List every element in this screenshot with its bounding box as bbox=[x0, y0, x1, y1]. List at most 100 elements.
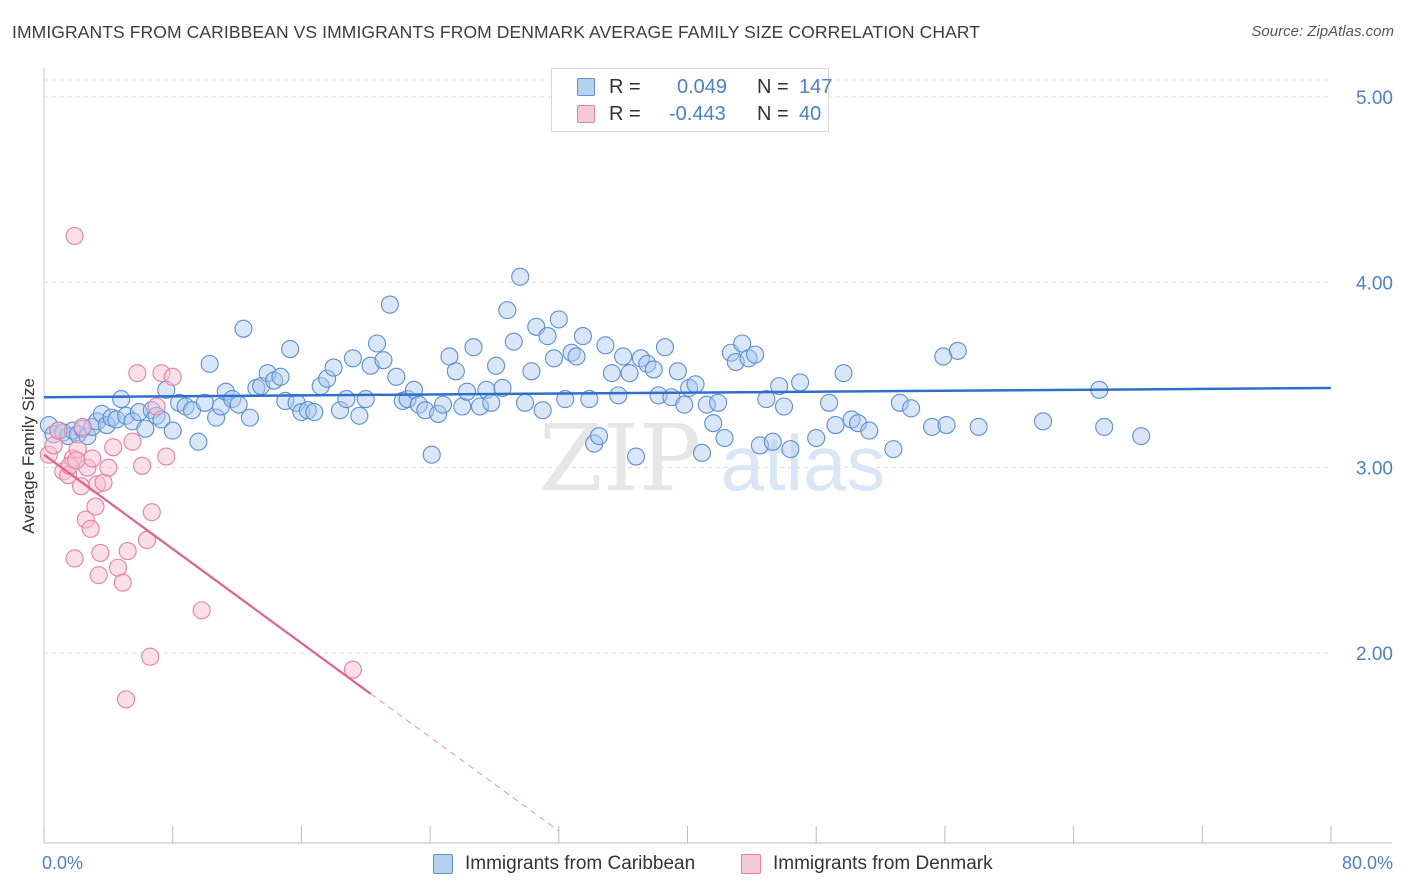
legend-n-label: N = bbox=[757, 103, 789, 125]
caribbean-point bbox=[644, 360, 663, 379]
denmark-point bbox=[89, 566, 108, 585]
source-credit: Source: ZipAtlas.com bbox=[1251, 23, 1394, 40]
caribbean-point bbox=[136, 419, 155, 438]
bottom-legend-swatch-caribbean bbox=[433, 854, 453, 874]
caribbean-point bbox=[969, 417, 988, 436]
denmark-point bbox=[118, 542, 137, 561]
denmark-trend-extension bbox=[370, 693, 560, 832]
caribbean-point bbox=[189, 432, 208, 451]
caribbean-point bbox=[715, 428, 734, 448]
caribbean-point bbox=[620, 364, 639, 383]
denmark-trend-line bbox=[43, 453, 372, 695]
denmark-point bbox=[81, 519, 100, 538]
caribbean-point bbox=[318, 369, 337, 388]
caribbean-point bbox=[538, 327, 557, 346]
denmark-point bbox=[99, 458, 118, 477]
caribbean-point bbox=[556, 390, 575, 409]
caribbean-point bbox=[549, 310, 568, 329]
caribbean-point bbox=[589, 427, 609, 446]
caribbean-point bbox=[387, 367, 406, 386]
caribbean-point bbox=[292, 403, 311, 422]
bottom-legend-label-denmark: Immigrants from Denmark bbox=[773, 853, 993, 874]
caribbean-point bbox=[464, 338, 483, 357]
caribbean-point bbox=[614, 347, 633, 366]
caribbean-point bbox=[330, 401, 350, 420]
denmark-point bbox=[147, 397, 166, 416]
denmark-point bbox=[71, 477, 91, 496]
x-tick-label: 80.0% bbox=[1342, 853, 1393, 873]
watermark-atlas: atlas bbox=[721, 419, 886, 507]
caribbean-point bbox=[884, 440, 903, 459]
caribbean-point bbox=[298, 401, 317, 420]
caribbean-point bbox=[458, 382, 477, 401]
caribbean-point bbox=[609, 386, 628, 405]
caribbean-point bbox=[374, 351, 393, 370]
caribbean-point bbox=[948, 341, 967, 360]
denmark-point bbox=[65, 549, 84, 568]
caribbean-point bbox=[902, 399, 921, 418]
caribbean-point bbox=[163, 421, 182, 440]
caribbean-point bbox=[281, 340, 300, 359]
caribbean-point bbox=[626, 447, 646, 466]
caribbean-point bbox=[697, 395, 716, 414]
caribbean-point bbox=[834, 364, 853, 383]
source-prefix: Source: bbox=[1251, 23, 1308, 40]
caribbean-point bbox=[305, 403, 324, 422]
caribbean-point bbox=[429, 404, 448, 423]
denmark-point bbox=[73, 417, 92, 436]
caribbean-point bbox=[271, 367, 290, 386]
caribbean-point bbox=[704, 414, 723, 433]
caribbean-point bbox=[343, 349, 362, 368]
caribbean-point bbox=[1033, 412, 1053, 431]
caribbean-point bbox=[544, 349, 564, 368]
caribbean-point bbox=[746, 345, 765, 364]
y-axis-label: Average Family Size bbox=[19, 378, 38, 534]
caribbean-point bbox=[356, 390, 375, 409]
caribbean-point bbox=[774, 397, 794, 416]
denmark-point bbox=[157, 447, 176, 466]
bottom-legend-caribbean: Immigrants from Caribbean bbox=[433, 852, 723, 876]
caribbean-point bbox=[692, 443, 712, 462]
caribbean-point bbox=[107, 410, 126, 429]
bottom-legend-swatch-denmark bbox=[741, 854, 761, 874]
axis-layer: 2.00 3.00 4.00 5.00 0.0% 80.0% bbox=[42, 68, 1393, 873]
caribbean-point bbox=[511, 267, 530, 286]
caribbean-point bbox=[655, 338, 675, 357]
legend-n-value: 147 bbox=[799, 76, 833, 98]
caribbean-point bbox=[350, 406, 369, 425]
chart-title: IMMIGRANTS FROM CARIBBEAN VS IMMIGRANTS … bbox=[12, 22, 981, 42]
caribbean-point bbox=[668, 362, 687, 381]
caribbean-point bbox=[380, 295, 399, 314]
caribbean-point bbox=[515, 393, 535, 412]
denmark-point bbox=[113, 573, 132, 592]
caribbean-point bbox=[240, 408, 259, 427]
caribbean-point bbox=[422, 445, 441, 464]
caribbean-point bbox=[763, 432, 782, 451]
caribbean-point bbox=[200, 354, 219, 373]
caribbean-point bbox=[807, 428, 826, 448]
caribbean-point bbox=[446, 362, 465, 381]
legend-r-label: R = bbox=[609, 76, 641, 98]
denmark-point bbox=[133, 456, 152, 475]
caribbean-point bbox=[757, 390, 776, 409]
caribbean-point bbox=[580, 390, 599, 409]
caribbean-point bbox=[922, 417, 942, 436]
y-tick-label: 4.00 bbox=[1356, 273, 1393, 294]
denmark-point bbox=[128, 364, 147, 383]
caribbean-point bbox=[433, 395, 453, 414]
caribbean-point bbox=[709, 393, 728, 412]
caribbean-point bbox=[596, 336, 615, 355]
caribbean-point bbox=[602, 364, 621, 383]
denmark-point bbox=[141, 647, 160, 666]
caribbean-point bbox=[453, 397, 472, 416]
caribbean-point bbox=[533, 401, 552, 420]
caribbean-point bbox=[522, 362, 541, 381]
caribbean-point bbox=[1132, 427, 1151, 446]
caribbean-point bbox=[686, 375, 705, 394]
caribbean-point bbox=[781, 440, 800, 459]
denmark-point bbox=[86, 497, 105, 516]
grid-layer bbox=[44, 79, 1331, 654]
legend-n-label: N = bbox=[757, 76, 789, 98]
caribbean-point bbox=[1095, 417, 1114, 436]
